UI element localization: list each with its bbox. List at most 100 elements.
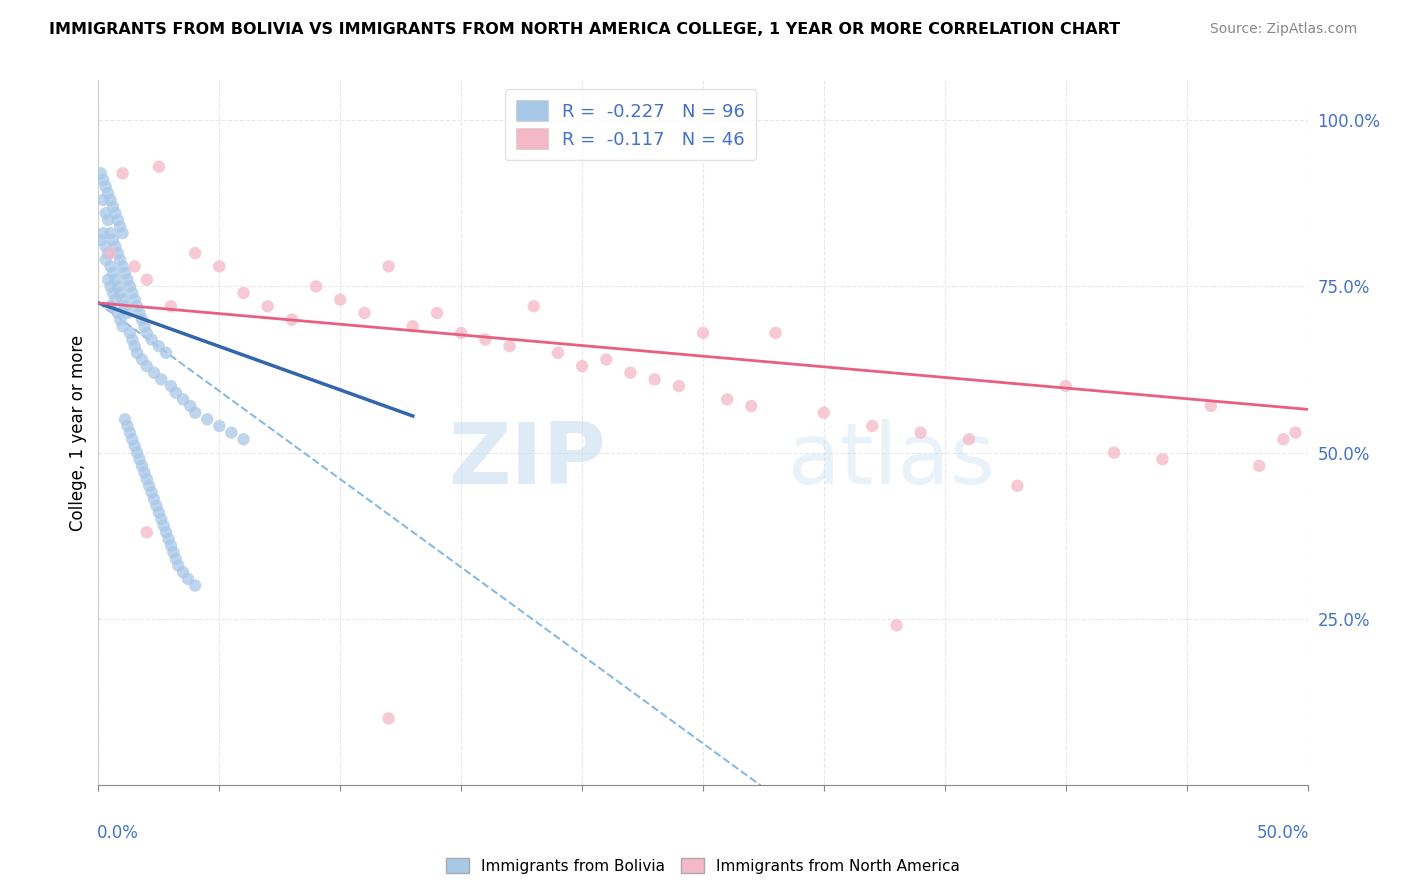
Point [101, 266, 124, 280]
Point [100, 226, 122, 240]
Point [155, 525, 177, 540]
Point [104, 206, 127, 220]
Point [172, 392, 194, 407]
Point [94, 206, 117, 220]
Point [571, 359, 593, 373]
Point [104, 293, 127, 307]
Point [104, 239, 127, 253]
Point [152, 518, 174, 533]
Point [107, 279, 129, 293]
Point [148, 339, 170, 353]
Point [208, 419, 231, 434]
Point [111, 293, 134, 307]
Point [131, 352, 153, 367]
Point [135, 273, 157, 287]
Point [765, 326, 787, 340]
Point [108, 312, 131, 326]
Point [160, 539, 183, 553]
Point [124, 339, 146, 353]
Point [179, 399, 201, 413]
Point [157, 532, 180, 546]
Point [150, 512, 173, 526]
Point [100, 299, 122, 313]
Point [595, 352, 617, 367]
Point [860, 419, 883, 434]
Point [208, 260, 231, 274]
Legend: R =  -0.227   N = 96, R =  -0.117   N = 46: R = -0.227 N = 96, R = -0.117 N = 46 [505, 89, 756, 160]
Point [329, 293, 352, 307]
Point [162, 545, 184, 559]
Point [124, 260, 146, 274]
Point [114, 299, 136, 313]
Text: Source: ZipAtlas.com: Source: ZipAtlas.com [1209, 22, 1357, 37]
Point [108, 252, 131, 267]
Point [97, 246, 120, 260]
Point [668, 379, 690, 393]
Point [135, 326, 157, 340]
Point [91, 226, 114, 240]
Point [127, 445, 149, 459]
Point [150, 372, 173, 386]
Point [100, 279, 122, 293]
Point [91, 173, 114, 187]
Point [135, 525, 157, 540]
Point [94, 239, 117, 253]
Point [111, 260, 134, 274]
Point [910, 425, 932, 440]
Point [184, 246, 207, 260]
Text: IMMIGRANTS FROM BOLIVIA VS IMMIGRANTS FROM NORTH AMERICA COLLEGE, 1 YEAR OR MORE: IMMIGRANTS FROM BOLIVIA VS IMMIGRANTS FR… [49, 22, 1121, 37]
Point [256, 299, 278, 313]
Point [101, 200, 124, 214]
Point [97, 186, 120, 201]
Point [523, 299, 546, 313]
Point [100, 193, 122, 207]
Legend: Immigrants from Bolivia, Immigrants from North America: Immigrants from Bolivia, Immigrants from… [440, 852, 966, 880]
Point [101, 285, 124, 300]
Point [131, 312, 153, 326]
Point [117, 306, 139, 320]
Point [1272, 432, 1295, 446]
Point [118, 425, 141, 440]
Point [184, 578, 207, 592]
Point [886, 618, 908, 632]
Point [1007, 479, 1029, 493]
Point [135, 472, 157, 486]
Point [94, 179, 117, 194]
Point [91, 193, 114, 207]
Point [232, 285, 254, 300]
Point [90, 233, 112, 247]
Text: 0.0%: 0.0% [97, 823, 139, 842]
Point [104, 273, 127, 287]
Point [121, 333, 143, 347]
Point [184, 406, 207, 420]
Point [143, 366, 166, 380]
Point [281, 312, 304, 326]
Point [97, 213, 120, 227]
Point [377, 260, 399, 274]
Point [813, 406, 835, 420]
Point [108, 285, 131, 300]
Point [94, 252, 117, 267]
Point [305, 279, 328, 293]
Point [165, 385, 187, 400]
Point [131, 458, 153, 473]
Point [128, 306, 150, 320]
Text: ZIP: ZIP [449, 419, 606, 502]
Point [1054, 379, 1077, 393]
Point [134, 319, 156, 334]
Point [114, 266, 136, 280]
Point [128, 452, 150, 467]
Point [127, 346, 149, 360]
Point [100, 260, 122, 274]
Point [619, 366, 641, 380]
Point [221, 425, 243, 440]
Point [145, 499, 167, 513]
Point [107, 213, 129, 227]
Text: atlas: atlas [787, 419, 995, 502]
Point [172, 566, 194, 580]
Point [127, 299, 149, 313]
Point [740, 399, 762, 413]
Point [167, 558, 190, 573]
Point [160, 299, 183, 313]
Point [1152, 452, 1174, 467]
